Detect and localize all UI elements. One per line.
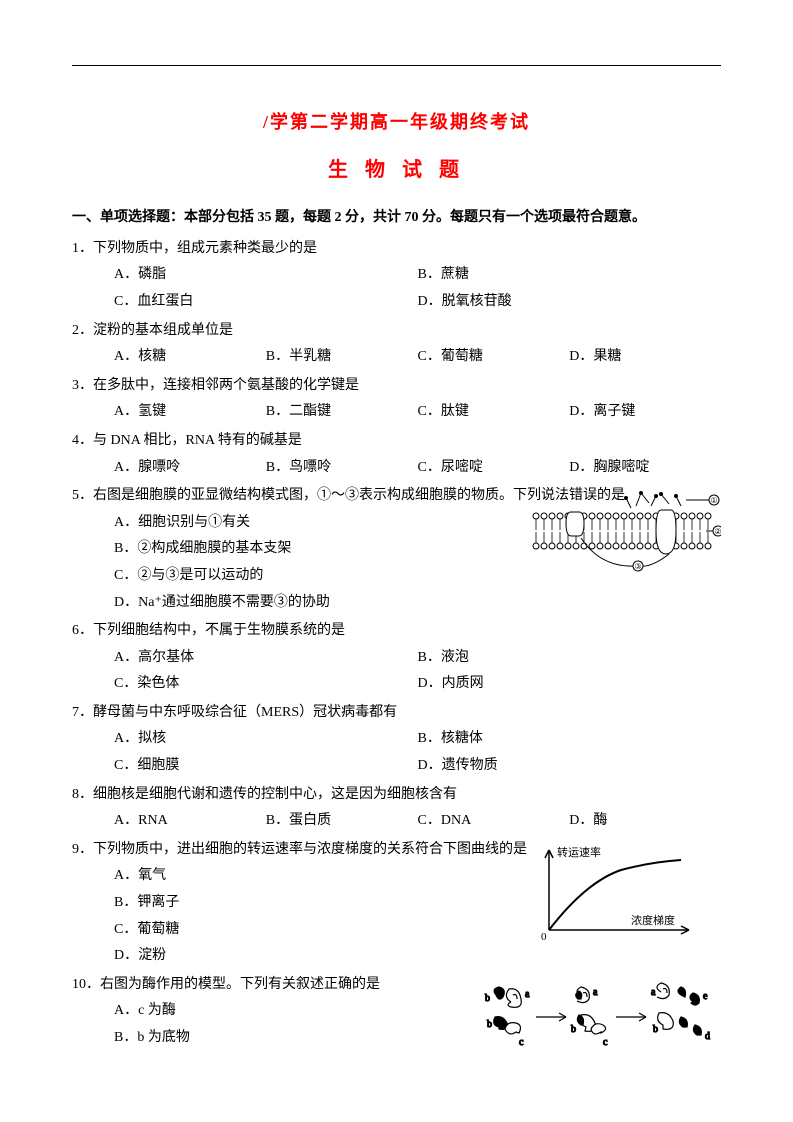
q-num: 10． <box>72 977 100 992</box>
q-num: 5． <box>72 488 93 503</box>
option-d: D．胸腺嘧啶 <box>569 455 721 482</box>
q-num: 8． <box>72 787 93 802</box>
q-text: 下列物质中，进出细胞的转运速率与浓度梯度的关系符合下图曲线的是 <box>93 842 527 857</box>
option-a: A．高尔基体 <box>114 645 418 672</box>
svg-text:③: ③ <box>634 562 641 571</box>
option-b: B．鸟嘌呤 <box>266 455 418 482</box>
transport-rate-graph: 转运速率 浓度梯度 0 <box>531 842 701 942</box>
exam-title-line1: /学第二学期高一年级期终考试 <box>72 105 721 139</box>
svg-text:b: b <box>485 993 490 1004</box>
option-c: C．葡萄糖 <box>418 344 570 371</box>
svg-text:b: b <box>653 1024 658 1035</box>
option-a: A．氢键 <box>114 399 266 426</box>
option-b: B．液泡 <box>418 645 722 672</box>
option-d: D．果糖 <box>569 344 721 371</box>
question-6: 6．下列细胞结构中，不属于生物膜系统的是 A．高尔基体 B．液泡 C．染色体 D… <box>72 618 721 698</box>
q-text: 下列细胞结构中，不属于生物膜系统的是 <box>93 623 345 638</box>
exam-title-line2: 生 物 试 题 <box>72 151 721 189</box>
option-a: A．腺嘌呤 <box>114 455 266 482</box>
option-c: C．细胞膜 <box>114 753 418 780</box>
svg-text:d: d <box>705 1031 710 1042</box>
q-text: 细胞核是细胞代谢和遗传的控制中心，这是因为细胞核含有 <box>93 787 457 802</box>
option-b: B．蛋白质 <box>266 808 418 835</box>
options: A．高尔基体 B．液泡 C．染色体 D．内质网 <box>72 645 721 698</box>
origin-label: 0 <box>541 931 547 942</box>
question-7: 7．酵母菌与中东呼吸综合征（MERS）冠状病毒都有 A．拟核 B．核糖体 C．细… <box>72 700 721 780</box>
option-a: A．核糖 <box>114 344 266 371</box>
option-c: C．尿嘧啶 <box>418 455 570 482</box>
question-8: 8．细胞核是细胞代谢和遗传的控制中心，这是因为细胞核含有 A．RNA B．蛋白质… <box>72 782 721 835</box>
q-text: 淀粉的基本组成单位是 <box>93 323 233 338</box>
svg-text:c: c <box>519 1037 524 1048</box>
q-text: 下列物质中，组成元素种类最少的是 <box>93 241 317 256</box>
option-c: C．血红蛋白 <box>114 289 418 316</box>
options: A．氢键 B．二酯键 C．肽键 D．离子键 <box>72 399 721 426</box>
q-text: 右图为酶作用的模型。下列有关叙述正确的是 <box>100 977 380 992</box>
options: A．腺嘌呤 B．鸟嘌呤 C．尿嘧啶 D．胸腺嘧啶 <box>72 455 721 482</box>
q-num: 3． <box>72 378 93 393</box>
option-d: D．Na⁺通过细胞膜不需要③的协助 <box>114 590 721 617</box>
option-a: A．拟核 <box>114 726 418 753</box>
option-c: C．肽键 <box>418 399 570 426</box>
question-10: 10．右图为酶作用的模型。下列有关叙述正确的是 b a b c a b c <box>72 972 721 1052</box>
option-b: B．核糖体 <box>418 726 722 753</box>
option-a: A．RNA <box>114 808 266 835</box>
option-c: C．DNA <box>418 808 570 835</box>
q-text: 在多肽中，连接相邻两个氨基酸的化学键是 <box>93 378 359 393</box>
options: A．RNA B．蛋白质 C．DNA D．酶 <box>72 808 721 835</box>
q-num: 7． <box>72 705 93 720</box>
membrane-diagram: ① ② ③ <box>521 488 721 578</box>
option-b: B．半乳糖 <box>266 344 418 371</box>
svg-text:a: a <box>651 987 656 998</box>
options: A．拟核 B．核糖体 C．细胞膜 D．遗传物质 <box>72 726 721 779</box>
svg-text:e: e <box>703 991 708 1002</box>
question-3: 3．在多肽中，连接相邻两个氨基酸的化学键是 A．氢键 B．二酯键 C．肽键 D．… <box>72 373 721 426</box>
options: A．核糖 B．半乳糖 C．葡萄糖 D．果糖 <box>72 344 721 371</box>
x-axis-label: 浓度梯度 <box>631 913 675 927</box>
q-num: 4． <box>72 433 93 448</box>
option-d: D．酶 <box>569 808 721 835</box>
svg-text:c: c <box>603 1037 608 1048</box>
y-axis-label: 转运速率 <box>557 845 601 859</box>
option-d: D．内质网 <box>418 671 722 698</box>
question-5: 5．右图是细胞膜的亚显微结构模式图，①～③表示构成细胞膜的物质。下列说法错误的是 <box>72 483 721 616</box>
q-text: 酵母菌与中东呼吸综合征（MERS）冠状病毒都有 <box>93 705 397 720</box>
question-1: 1．下列物质中，组成元素种类最少的是 A．磷脂 B．蔗糖 C．血红蛋白 D．脱氧… <box>72 236 721 316</box>
svg-text:a: a <box>525 989 530 1000</box>
q-num: 6． <box>72 623 93 638</box>
question-9: 9．下列物质中，进出细胞的转运速率与浓度梯度的关系符合下图曲线的是 转运速率 浓… <box>72 837 721 970</box>
svg-text:a: a <box>593 987 598 998</box>
option-d: D．遗传物质 <box>418 753 722 780</box>
question-2: 2．淀粉的基本组成单位是 A．核糖 B．半乳糖 C．葡萄糖 D．果糖 <box>72 318 721 371</box>
option-d: D．脱氧核苷酸 <box>418 289 722 316</box>
section-heading: 一、单项选择题：本部分包括 35 题，每题 2 分，共计 70 分。每题只有一个… <box>72 205 721 232</box>
q-num: 2． <box>72 323 93 338</box>
svg-text:②: ② <box>714 527 721 536</box>
options: A．磷脂 B．蔗糖 C．血红蛋白 D．脱氧核苷酸 <box>72 262 721 315</box>
q-num: 9． <box>72 842 93 857</box>
option-c: C．染色体 <box>114 671 418 698</box>
q-text: 与 DNA 相比，RNA 特有的碱基是 <box>93 433 302 448</box>
q-num: 1． <box>72 241 93 256</box>
option-d: D．离子键 <box>569 399 721 426</box>
option-a: A．磷脂 <box>114 262 418 289</box>
svg-text:b: b <box>487 1019 492 1030</box>
enzyme-model-diagram: b a b c a b c a e <box>481 977 721 1062</box>
svg-text:①: ① <box>710 496 717 505</box>
option-b: B．蔗糖 <box>418 262 722 289</box>
svg-text:b: b <box>571 1024 576 1035</box>
option-d: D．淀粉 <box>114 943 721 970</box>
header-rule <box>72 65 721 66</box>
option-b: B．二酯键 <box>266 399 418 426</box>
question-4: 4．与 DNA 相比，RNA 特有的碱基是 A．腺嘌呤 B．鸟嘌呤 C．尿嘧啶 … <box>72 428 721 481</box>
